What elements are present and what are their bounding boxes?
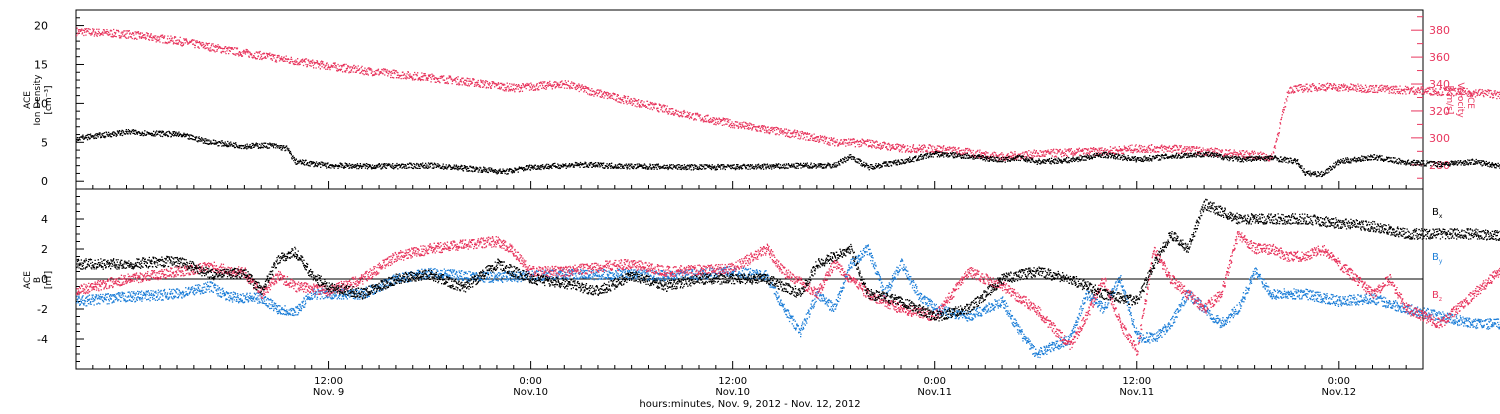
top-left-tick-label: 20 [34,20,48,33]
top-left-tick-label: 15 [34,58,48,71]
legend-label-by: By [1432,252,1443,265]
bottom-left-axis-title-line2: B [33,277,43,283]
bottom-left-tick-label: -2 [37,303,48,316]
x-tick-time-label: 0:00 [923,376,945,387]
x-tick-day-label: Nov.10 [513,387,548,398]
top-panel-frame [75,9,1424,190]
bottom-left-axis-title: ACE B [nT] [23,271,54,289]
legend-label-bz: Bz [1432,290,1442,303]
x-tick-day-label: Nov.11 [917,387,952,398]
x-tick-day-label: Nov.11 [1119,387,1154,398]
x-tick-day-label: Nov.12 [1321,387,1356,398]
top-right-tick-label: 300 [1429,132,1450,145]
top-right-tick-label: 340 [1429,78,1450,91]
series-bz-points [76,230,1500,356]
x-tick-time-label: 12:00 [1122,376,1151,387]
top-right-axis-title: ACE Velocity [km/s] [1444,82,1475,118]
bottom-left-axis-title-line1: ACE [23,271,33,289]
top-right-tick-label: 320 [1429,105,1450,118]
top-right-axis-title-line2: Velocity [1455,82,1465,118]
bottom-left-tick-label: 4 [41,213,48,226]
x-axis-title: hours:minutes, Nov. 9, 2012 - Nov. 12, 2… [639,399,860,410]
bottom-left-tick-label: 0 [41,273,48,286]
top-right-axis-title-line3: [km/s] [1444,86,1454,115]
bottom-left-tick-label: 2 [41,243,48,256]
top-right-tick-label: 280 [1429,159,1450,172]
x-tick-time-label: 12:00 [718,376,747,387]
top-left-axis-title-line1: ACE [23,91,33,109]
series-bx-points [76,198,1500,322]
top-left-tick-label: 0 [41,175,48,188]
top-left-axis-title-line2: Ion Density [33,74,43,126]
chart-dynamic-layer: 05101520280300320340360380-4-202412:00No… [34,9,1500,398]
top-left-tick-label: 5 [41,136,48,149]
bottom-left-tick-label: -4 [37,333,48,346]
top-right-tick-label: 360 [1429,51,1450,64]
x-tick-day-label: Nov.10 [715,387,750,398]
x-tick-time-label: 12:00 [314,376,343,387]
series-by-points [76,244,1500,359]
x-tick-day-label: Nov. 9 [313,387,344,398]
top-right-tick-label: 380 [1429,24,1450,37]
top-right-axis-title-line1: ACE [1465,91,1475,109]
x-tick-time-label: 0:00 [519,376,541,387]
bottom-left-axis-title-line3: [nT] [44,271,54,289]
top-left-tick-label: 10 [34,97,48,110]
top-left-axis-title: ACE Ion Density [cm⁻³] [23,74,54,126]
x-tick-time-label: 0:00 [1328,376,1350,387]
series-density-points [76,128,1500,178]
top-left-axis-title-line3: [cm⁻³] [44,85,54,114]
legend-label-bx: Bx [1432,207,1443,220]
series-velocity-points [76,27,1500,162]
